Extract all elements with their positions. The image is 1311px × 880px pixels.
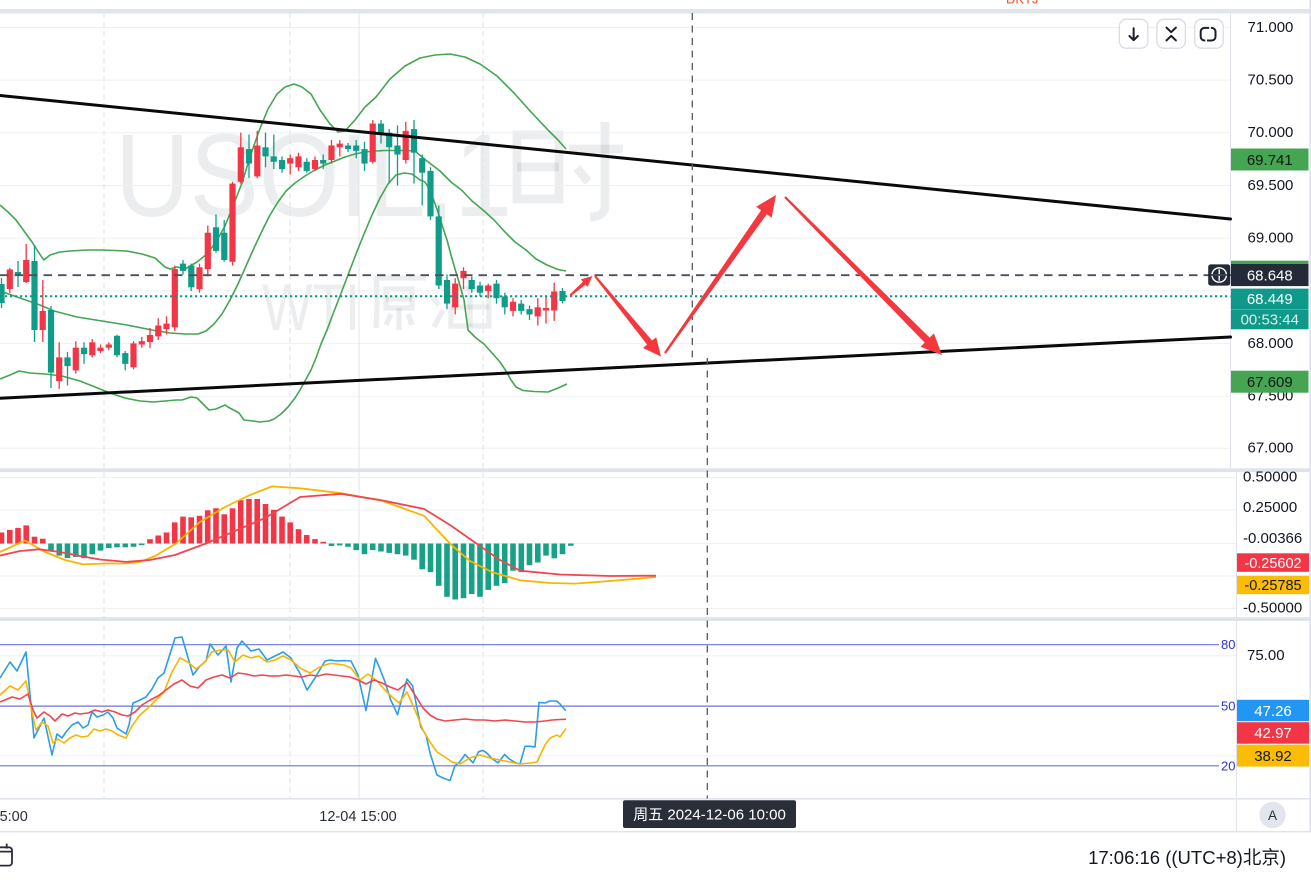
svg-text:69.741: 69.741 [1247,152,1293,169]
svg-text:47.26: 47.26 [1254,703,1292,720]
svg-text:38.92: 38.92 [1254,748,1292,765]
svg-text:68.000: 68.000 [1248,335,1294,352]
svg-text:-0.50000: -0.50000 [1243,600,1302,617]
svg-text:70.000: 70.000 [1248,124,1294,141]
svg-text:-0.25785: -0.25785 [1244,578,1301,594]
svg-text:20: 20 [1221,758,1235,773]
svg-text:00:53:44: 00:53:44 [1241,312,1299,329]
svg-text:80: 80 [1221,637,1235,652]
svg-text:75.00: 75.00 [1247,647,1285,664]
svg-text:50: 50 [1221,699,1235,714]
svg-text:42.97: 42.97 [1254,725,1292,742]
svg-text:周五 2024-12-06 10:00: 周五 2024-12-06 10:00 [633,807,786,824]
svg-text:0.50000: 0.50000 [1243,469,1297,486]
svg-text:67.609: 67.609 [1247,374,1293,391]
svg-text:69.000: 69.000 [1248,230,1294,247]
svg-text:68.648: 68.648 [1247,267,1293,284]
svg-text:DKTJ: DKTJ [1006,0,1039,7]
svg-text:WTI: WTI [262,270,360,344]
svg-text:71.000: 71.000 [1248,19,1294,36]
svg-text:USOIL,1: USOIL,1 [115,110,512,242]
svg-text:0.25000: 0.25000 [1243,499,1297,516]
svg-text:68.449: 68.449 [1247,291,1293,308]
svg-text:67.000: 67.000 [1248,440,1294,457]
svg-text:17:06:16 ((UTC+8)北京): 17:06:16 ((UTC+8)北京) [1088,847,1286,868]
svg-text:15:00: 15:00 [0,809,28,825]
svg-text:70.500: 70.500 [1248,71,1294,88]
svg-text:-0.00366: -0.00366 [1243,530,1302,547]
svg-text:69.500: 69.500 [1248,177,1294,194]
svg-text:A: A [1268,808,1277,823]
svg-text:12-04 15:00: 12-04 15:00 [319,809,396,825]
svg-text:-0.25602: -0.25602 [1244,556,1301,572]
